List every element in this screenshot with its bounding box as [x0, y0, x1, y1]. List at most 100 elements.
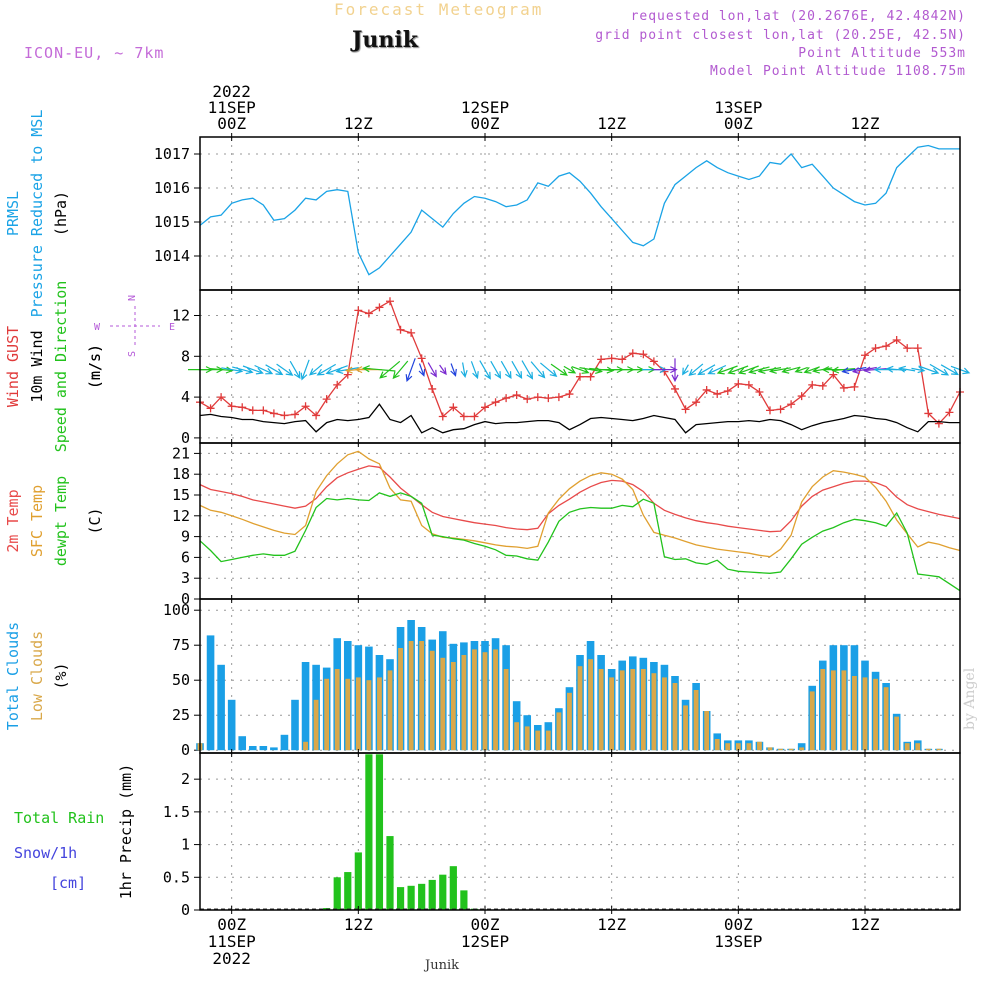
gust-point	[269, 409, 278, 418]
gust-point	[628, 349, 637, 358]
low-cloud-bar	[514, 722, 520, 751]
gust-point	[913, 344, 922, 353]
gust-point	[459, 412, 468, 421]
low-cloud-bar	[324, 678, 330, 751]
wind-arrow	[571, 366, 590, 374]
wind-arrow	[748, 366, 770, 375]
gust-point	[597, 355, 606, 364]
gust-point	[766, 406, 774, 415]
wind-arrow	[671, 358, 679, 383]
low-cloud-bar	[377, 677, 382, 751]
gust-point	[364, 309, 373, 318]
low-cloud-bar	[493, 649, 498, 751]
low-cloud-bar	[640, 669, 646, 751]
top-time-label: 11SEP	[208, 98, 256, 117]
low-cloud-bar	[704, 711, 710, 751]
gust-point	[903, 344, 912, 353]
low-cloud-bar	[757, 741, 762, 751]
y-tick-label: 4	[181, 388, 190, 406]
gust-point	[787, 400, 796, 409]
total-cloud-bar	[291, 699, 299, 751]
gust-point	[375, 303, 384, 312]
low-cloud-bar	[630, 669, 636, 751]
rain-bar	[428, 879, 436, 910]
series-line-temp-2	[199, 492, 961, 592]
y-tick-label: 1.5	[163, 803, 190, 821]
wind-arrow	[254, 364, 274, 375]
bottom-time-label: 00Z	[217, 915, 246, 934]
panel-label-pressure-1: Pressure Reduced to MSL	[28, 110, 46, 318]
low-cloud-bar	[577, 666, 583, 751]
y-tick-label: 3	[181, 569, 190, 587]
low-cloud-bar	[862, 677, 868, 751]
y-tick-label: 100	[163, 601, 190, 619]
grid-point-coords: grid point closest lon,lat (20.25E, 42.5…	[595, 28, 966, 43]
low-cloud-bar	[398, 648, 403, 751]
wind-arrow	[831, 366, 856, 374]
gust-point	[797, 392, 806, 401]
low-cloud-bar	[524, 726, 530, 751]
rain-bar	[407, 885, 415, 910]
bottom-time-label: 12Z	[851, 915, 880, 934]
total-cloud-bar	[259, 746, 268, 751]
y-tick-label: 25	[172, 706, 190, 724]
wind-arrow	[521, 360, 534, 380]
low-cloud-bar	[556, 712, 562, 751]
total-cloud-bar	[280, 734, 289, 751]
gust-point	[702, 385, 711, 394]
low-cloud-bar	[408, 641, 414, 751]
y-tick-label: 75	[172, 636, 190, 654]
top-time-label: 12SEP	[461, 98, 509, 117]
gust-point	[649, 357, 658, 366]
rain-bar	[396, 887, 405, 910]
wind-arrow	[929, 363, 950, 376]
low-cloud-bar	[746, 743, 752, 751]
wind-arrow	[652, 366, 678, 374]
low-cloud-bar	[651, 673, 657, 751]
wind-arrow	[707, 364, 727, 375]
gust-point	[449, 403, 458, 412]
panel-precip: 0 0.5 1 1.5 2 Total Rain Snow/1h [cm] 1hr Precip…	[14, 752, 961, 919]
wind-arrow	[308, 363, 323, 376]
series-line-pressure-0	[199, 144, 960, 276]
compass-icon	[110, 306, 160, 346]
model-label: ICON-EU, ~ 7km	[24, 44, 165, 62]
top-time-label: 00Z	[724, 114, 753, 133]
panel-temp: 0 3 6 9 12 15 18 21 2m Temp SFC Temp dewpt Temp (C)	[4, 442, 961, 608]
gust-point	[607, 354, 616, 363]
low-cloud-bar	[482, 652, 488, 751]
panel-label-temp-2: dewpt Temp	[52, 476, 70, 566]
gust-point	[829, 370, 838, 379]
wind-arrow	[716, 365, 738, 375]
series-line-temp-1	[199, 450, 961, 558]
rain-bar	[354, 852, 362, 910]
bottom-time-label: 00Z	[724, 915, 753, 934]
rain-bar	[333, 877, 341, 910]
gust-point	[291, 410, 299, 419]
panel-frame-pressure	[199, 136, 961, 291]
y-tick-label: 6	[181, 548, 190, 566]
low-cloud-bar	[799, 747, 805, 751]
wind-arrow	[316, 363, 337, 376]
gust-point	[512, 391, 521, 400]
gust-point	[322, 395, 331, 404]
panel-clouds: 0 25 50 75 100 Total Clouds Low Clouds (%)	[4, 598, 961, 759]
wind-arrow	[682, 364, 689, 376]
gust-point	[713, 390, 722, 399]
wind-arrow	[289, 360, 301, 380]
low-cloud-bar	[334, 669, 340, 751]
gust-point	[206, 404, 215, 413]
low-cloud-bar	[735, 743, 741, 751]
total-cloud-bar	[301, 662, 310, 751]
wind-arrow	[300, 359, 310, 381]
gust-point	[481, 403, 489, 412]
bottom-time-label: 12SEP	[461, 932, 509, 951]
requested-coords: requested lon,lat (20.2676E, 42.4842N)	[630, 9, 966, 24]
low-cloud-bar	[714, 739, 720, 751]
wind-arrow	[940, 364, 959, 376]
y-tick-label: 1015	[154, 213, 190, 231]
wind-arrow	[563, 365, 577, 374]
rain-bar	[418, 883, 426, 910]
wind-arrow	[911, 366, 926, 374]
low-cloud-bar	[345, 678, 351, 751]
